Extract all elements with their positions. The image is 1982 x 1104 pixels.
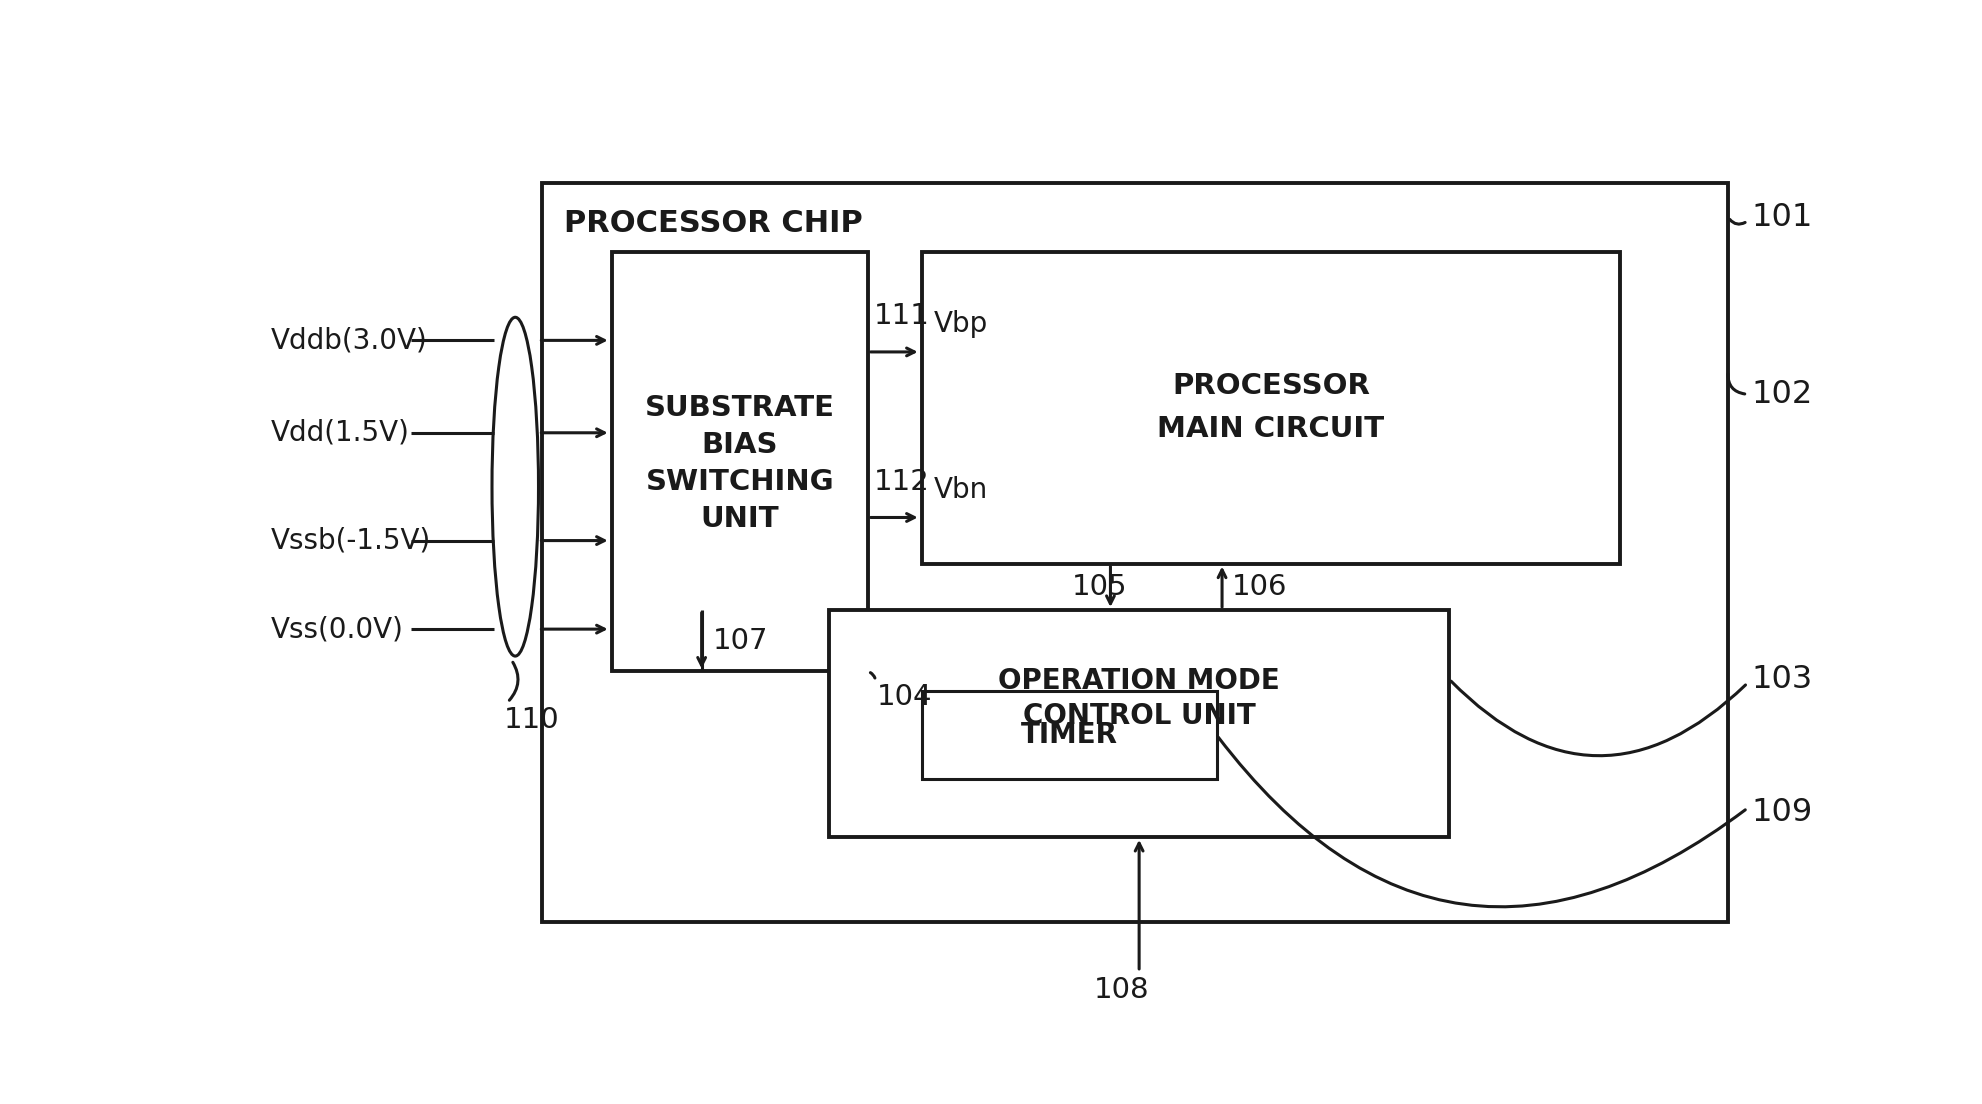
FancyArrowPatch shape (1217, 737, 1744, 906)
Text: 112: 112 (874, 468, 930, 496)
Text: 101: 101 (1750, 202, 1812, 233)
Bar (543, 182, 1726, 922)
Text: BIAS: BIAS (702, 431, 777, 459)
Text: 103: 103 (1750, 664, 1812, 694)
FancyArrowPatch shape (870, 672, 874, 678)
Text: Vddb(3.0V): Vddb(3.0V) (272, 327, 428, 354)
FancyArrowPatch shape (1728, 220, 1744, 224)
Text: 109: 109 (1750, 796, 1812, 828)
Text: UNIT: UNIT (700, 505, 779, 532)
Text: 108: 108 (1094, 976, 1150, 1004)
Bar (612, 252, 868, 671)
Text: 102: 102 (1750, 379, 1812, 410)
Text: TIMER: TIMER (1021, 721, 1118, 749)
Text: Vbn: Vbn (934, 476, 987, 503)
Bar (922, 691, 1217, 779)
Text: Vbp: Vbp (934, 310, 987, 338)
Text: Vdd(1.5V): Vdd(1.5V) (272, 418, 410, 447)
Text: PROCESSOR: PROCESSOR (1171, 372, 1370, 400)
Bar (828, 609, 1449, 837)
Text: CONTROL UNIT: CONTROL UNIT (1023, 702, 1255, 730)
Text: 107: 107 (714, 627, 769, 655)
FancyArrowPatch shape (509, 662, 517, 700)
Text: SWITCHING: SWITCHING (646, 468, 834, 496)
Text: Vssb(-1.5V): Vssb(-1.5V) (272, 527, 432, 554)
Text: SUBSTRATE: SUBSTRATE (644, 394, 834, 422)
Text: 105: 105 (1070, 573, 1126, 601)
Text: 106: 106 (1231, 573, 1286, 601)
Text: 104: 104 (876, 683, 932, 711)
Text: PROCESSOR CHIP: PROCESSOR CHIP (563, 210, 862, 238)
Bar (922, 252, 1619, 564)
Text: 111: 111 (874, 302, 930, 330)
Text: OPERATION MODE: OPERATION MODE (997, 667, 1278, 696)
FancyArrowPatch shape (1451, 681, 1744, 756)
Text: Vss(0.0V): Vss(0.0V) (272, 615, 404, 644)
Text: 110: 110 (503, 707, 559, 734)
Text: MAIN CIRCUIT: MAIN CIRCUIT (1157, 415, 1383, 444)
FancyArrowPatch shape (1726, 374, 1744, 394)
